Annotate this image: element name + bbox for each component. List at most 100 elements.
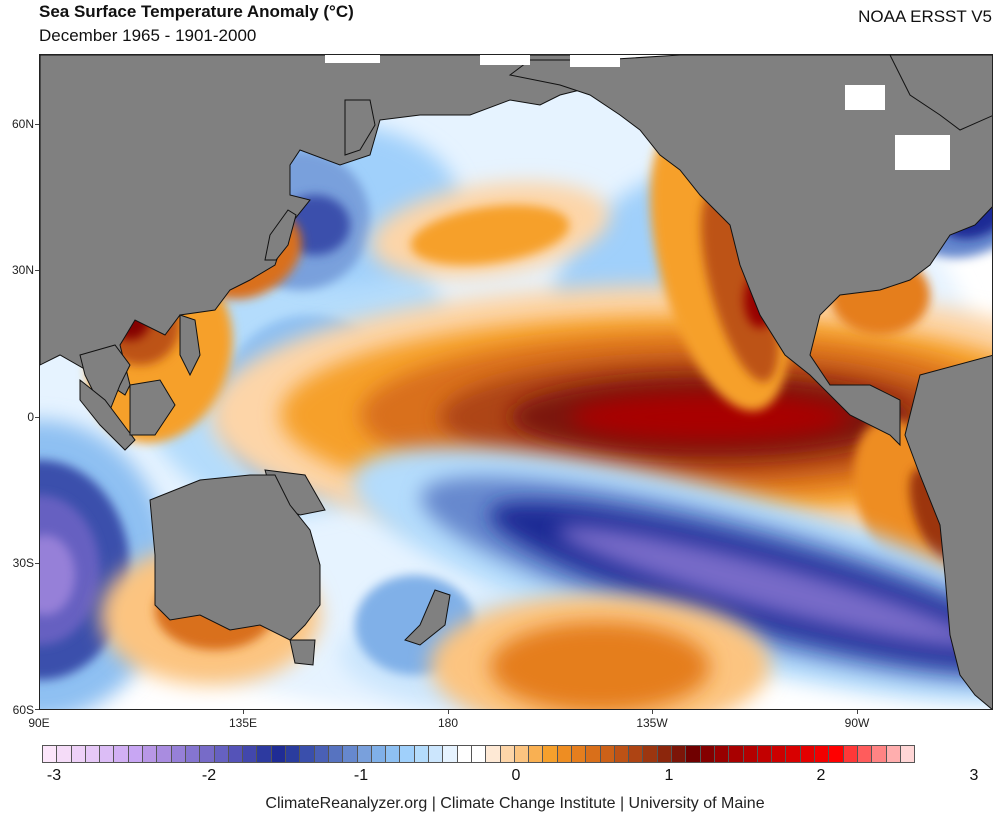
lat-label-30n: 30N	[11, 263, 34, 277]
colorbar-swatch	[585, 745, 601, 763]
colorbar-swatch	[642, 745, 658, 763]
colorbar-label-neg2: -2	[201, 767, 217, 784]
colorbar-label-1: 1	[664, 767, 674, 784]
lat-label-0: 0	[27, 410, 34, 424]
colorbar-swatch	[485, 745, 501, 763]
lon-label-90e: 90E	[28, 716, 50, 730]
colorbar-legend	[42, 745, 916, 763]
colorbar-swatch	[885, 745, 901, 763]
colorbar-swatch	[742, 745, 758, 763]
colorbar-label-2: 2	[816, 767, 826, 784]
colorbar-swatch	[256, 745, 272, 763]
colorbar-swatch	[313, 745, 329, 763]
colorbar-swatch	[456, 745, 472, 763]
warm-anomaly-contour	[570, 393, 850, 441]
map-canvas	[40, 55, 992, 709]
colorbar-label-3: 3	[969, 767, 979, 784]
colorbar-label-neg3: -3	[46, 767, 62, 784]
colorbar-swatch	[499, 745, 515, 763]
japan-landmass	[264, 209, 297, 261]
land-mask	[40, 55, 992, 709]
colorbar-swatch	[413, 745, 430, 763]
colorbar-swatch	[385, 745, 401, 763]
philippines-landmass	[179, 314, 201, 377]
colorbar-swatch	[785, 745, 801, 763]
lat-label-60s: 60S	[12, 703, 34, 717]
colorbar-swatch	[156, 745, 172, 763]
colorbar-swatch	[842, 745, 858, 763]
colorbar-swatch	[99, 745, 115, 763]
colorbar-swatch	[570, 745, 587, 763]
colorbar-swatch	[613, 745, 630, 763]
colorbar-swatch	[84, 745, 101, 763]
lon-label-90w: 90W	[844, 716, 870, 730]
colorbar-swatch	[628, 745, 644, 763]
greenland-landmass	[889, 55, 992, 131]
colorbar-swatch	[799, 745, 816, 763]
no-data-patch	[845, 85, 885, 110]
warm-anomaly-contour	[490, 622, 710, 709]
colorbar-swatch	[370, 745, 387, 763]
kamchatka-landmass	[344, 99, 376, 156]
colorbar-swatch	[513, 745, 530, 763]
colorbar-swatch	[327, 745, 344, 763]
colorbar-swatch	[227, 745, 244, 763]
colorbar-swatch	[899, 745, 916, 763]
warm-anomaly-contour	[410, 205, 570, 265]
australia-landmass	[149, 474, 321, 641]
colorbar-swatch	[828, 745, 844, 763]
chart-subtitle: December 1965 - 1901-2000	[39, 26, 257, 45]
colorbar-swatch	[871, 745, 887, 763]
colorbar-swatch	[713, 745, 730, 763]
colorbar-swatch	[556, 745, 572, 763]
lon-label-135w: 135W	[636, 716, 668, 730]
chart-title: Sea Surface Temperature Anomaly (°C)	[39, 2, 354, 21]
colorbar-swatch	[213, 745, 229, 763]
colorbar-swatch	[671, 745, 687, 763]
colorbar-swatch	[771, 745, 787, 763]
warm-anomaly-contour	[701, 188, 779, 382]
colorbar-swatch	[184, 745, 201, 763]
indochina-landmass	[79, 344, 131, 411]
colorbar-swatch	[470, 745, 487, 763]
colorbar-swatch	[270, 745, 287, 763]
no-data-patch	[325, 55, 380, 63]
colorbar-swatch	[356, 745, 372, 763]
no-data-patch	[570, 55, 620, 67]
colorbar-swatch	[699, 745, 715, 763]
colorbar-swatch	[685, 745, 701, 763]
south-america-landmass	[904, 355, 992, 709]
cold-anomaly-contour	[40, 535, 75, 615]
tasmania-landmass	[289, 639, 316, 666]
colorbar-swatch	[113, 745, 129, 763]
borneo-landmass	[129, 379, 176, 436]
no-data-patch	[480, 55, 530, 65]
no-data-patch	[895, 135, 950, 170]
lon-label-135e: 135E	[228, 716, 258, 730]
colorbar-swatch	[342, 745, 358, 763]
colorbar-swatch	[599, 745, 615, 763]
colorbar-swatch	[170, 745, 186, 763]
asia-landmass	[40, 55, 602, 396]
colorbar-swatch	[199, 745, 215, 763]
data-source-label: NOAA ERSST V5	[858, 7, 992, 26]
colorbar-swatch	[285, 745, 301, 763]
colorbar-swatch	[399, 745, 415, 763]
colorbar-swatch	[56, 745, 72, 763]
colorbar-swatch	[528, 745, 544, 763]
sst-anomaly-map	[39, 54, 993, 710]
lat-label-30s: 30S	[12, 556, 34, 570]
colorbar-swatch	[142, 745, 158, 763]
new-zealand-landmass	[404, 589, 451, 646]
colorbar-swatch	[442, 745, 458, 763]
colorbar-swatch	[728, 745, 744, 763]
colorbar-label-0: 0	[511, 767, 521, 784]
colorbar-swatch	[299, 745, 315, 763]
lon-label-180: 180	[437, 716, 459, 730]
colorbar-swatch	[756, 745, 773, 763]
colorbar-swatch	[127, 745, 144, 763]
cold-anomaly-contour	[557, 525, 983, 649]
colorbar-label-neg1: -1	[353, 767, 369, 784]
colorbar-swatch	[656, 745, 673, 763]
colorbar-swatch	[542, 745, 558, 763]
